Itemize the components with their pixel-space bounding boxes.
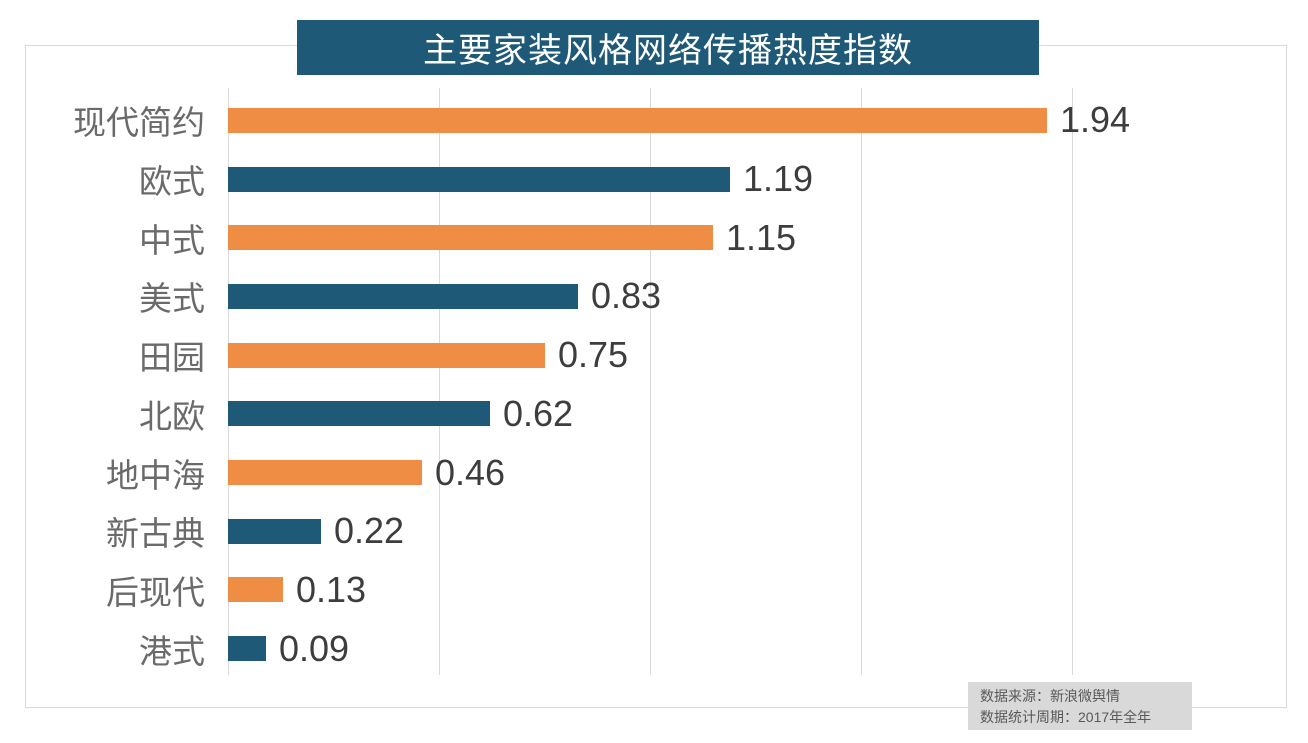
- value-bar-1: [228, 107, 1047, 133]
- value-bar-9: [228, 577, 283, 603]
- gridline-x-1.5: [861, 88, 862, 675]
- value-bar-2: [228, 166, 730, 192]
- category-label-5: 田园: [139, 339, 205, 377]
- gridline-x-0.5: [439, 88, 440, 675]
- gridline-x-1: [650, 88, 651, 675]
- source-box: 数据来源：新浪微舆情 数据统计周期：2017年全年: [968, 682, 1192, 730]
- category-label-7: 地中海: [106, 456, 205, 494]
- category-label-6: 北欧: [139, 397, 205, 435]
- category-label-1: 现代简约: [73, 104, 205, 142]
- value-bar-8: [228, 518, 321, 544]
- chart-title-bar: 主要家装风格网络传播热度指数: [297, 20, 1039, 75]
- value-label-9: 0.13: [296, 568, 367, 610]
- value-label-5: 0.75: [558, 334, 629, 376]
- source-line: 数据来源：新浪微舆情: [980, 688, 1120, 704]
- value-bar-7: [228, 460, 422, 486]
- category-label-9: 后现代: [106, 573, 205, 611]
- gridline-x-2: [1072, 88, 1073, 675]
- value-bar-5: [228, 342, 545, 368]
- value-bar-10: [228, 636, 266, 662]
- value-label-6: 0.62: [503, 392, 574, 434]
- gridline-x-0: [228, 88, 229, 675]
- category-label-8: 新古典: [106, 515, 205, 553]
- value-label-8: 0.22: [334, 510, 405, 552]
- chart-title: 主要家装风格网络传播热度指数: [423, 32, 913, 70]
- value-label-1: 1.94: [1060, 99, 1131, 141]
- value-label-2: 1.19: [743, 158, 814, 200]
- value-label-10: 0.09: [279, 627, 350, 669]
- category-label-4: 美式: [139, 280, 205, 318]
- value-bar-4: [228, 283, 578, 309]
- category-label-2: 欧式: [139, 163, 205, 201]
- value-label-4: 0.83: [591, 275, 662, 317]
- value-bar-3: [228, 225, 713, 251]
- value-bar-6: [228, 401, 490, 427]
- category-label-10: 港式: [139, 632, 205, 670]
- value-label-3: 1.15: [726, 216, 797, 258]
- source-period-line: 数据统计周期：2017年全年: [980, 709, 1152, 725]
- value-label-7: 0.46: [435, 451, 506, 493]
- category-label-3: 中式: [139, 221, 205, 259]
